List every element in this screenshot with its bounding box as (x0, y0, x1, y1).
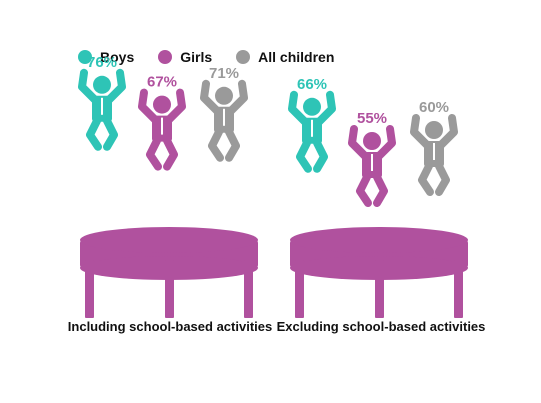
trampoline-leg (165, 260, 174, 318)
left-arm (288, 90, 310, 127)
head (153, 95, 171, 114)
trampoline-2 (290, 227, 468, 318)
legend-dot-boys (78, 50, 92, 64)
right-leg (225, 127, 240, 162)
left-arm (348, 125, 370, 161)
jumping-child-icon-girls-1 (138, 88, 186, 171)
head (363, 132, 381, 150)
trampoline-leg (454, 260, 463, 318)
right-leg (103, 116, 118, 151)
trampoline-leg (85, 260, 94, 318)
legend-label-girls: Girls (180, 49, 213, 65)
right-leg (163, 136, 178, 171)
data-label-boys-1: 76% (87, 54, 117, 71)
legend-item-boys: Boys (78, 49, 134, 65)
legend-dot-girls (158, 50, 173, 64)
legend-item-all-children: All children (236, 49, 334, 65)
left-leg (418, 162, 434, 196)
left-leg (146, 136, 162, 171)
left-leg (356, 173, 372, 207)
jumping-child-icon-boys-1 (78, 68, 126, 151)
trampoline-bed (80, 227, 258, 253)
right-arm (436, 114, 458, 150)
category-label-including: Including school-based activities (67, 319, 273, 334)
right-leg (373, 173, 388, 207)
head (93, 75, 111, 94)
right-arm (314, 90, 336, 127)
head (303, 97, 321, 116)
data-label-all-children-2: 60% (419, 99, 449, 116)
legend-item-girls: Girls (158, 49, 212, 65)
category-label-excluding: Excluding school-based activities (276, 319, 486, 334)
left-arm (78, 68, 100, 105)
left-leg (296, 138, 312, 173)
legend: Boys Girls All children (78, 49, 334, 65)
jumping-child-icon-all-children-2 (410, 114, 458, 196)
trampoline-leg (375, 260, 384, 318)
jumping-child-icon-boys-2 (288, 90, 336, 173)
right-arm (104, 68, 126, 105)
jumping-child-icon-all-children-1 (200, 79, 248, 162)
data-label-boys-2: 66% (297, 76, 327, 93)
trampoline-leg (295, 260, 304, 318)
left-arm (138, 88, 160, 125)
left-arm (200, 79, 222, 116)
head (215, 86, 233, 105)
right-arm (374, 125, 396, 161)
jumping-child-icon-girls-2 (348, 125, 396, 207)
trampoline-1 (80, 227, 258, 318)
trampoline-bed (290, 227, 468, 253)
right-arm (226, 79, 248, 116)
head (425, 121, 443, 139)
legend-label-all-children: All children (258, 49, 335, 65)
legend-dot-all-children (236, 50, 251, 64)
left-leg (86, 116, 102, 151)
left-leg (208, 127, 224, 162)
right-leg (313, 138, 328, 173)
data-label-girls-1: 67% (147, 74, 177, 91)
data-label-girls-2: 55% (357, 110, 387, 127)
trampoline-leg (244, 260, 253, 318)
left-arm (410, 114, 432, 150)
right-leg (435, 162, 450, 196)
data-label-all-children-1: 71% (209, 65, 239, 82)
legend-label-boys: Boys (100, 49, 135, 65)
right-arm (164, 88, 186, 125)
